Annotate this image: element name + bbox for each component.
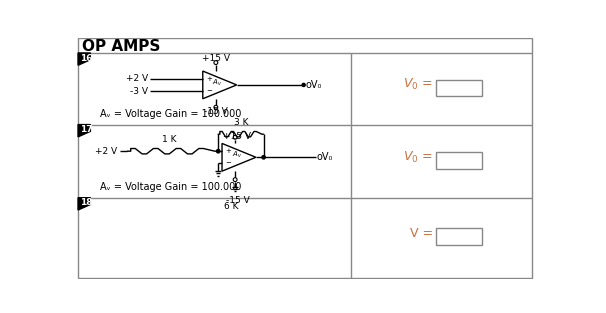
Text: 3 K: 3 K	[234, 118, 248, 127]
Text: 18: 18	[79, 198, 92, 208]
Text: Aᵥ = Voltage Gain = 100.000: Aᵥ = Voltage Gain = 100.000	[101, 182, 242, 192]
Polygon shape	[78, 198, 90, 210]
Text: +: +	[225, 148, 231, 154]
Text: 17: 17	[79, 125, 92, 134]
Bar	[436, 80, 482, 96]
Text: oV₀: oV₀	[317, 152, 333, 162]
Text: +: +	[206, 76, 211, 82]
Polygon shape	[78, 53, 90, 65]
Text: $V_0$ =: $V_0$ =	[404, 77, 433, 92]
Text: $A_v$: $A_v$	[231, 150, 242, 160]
Text: +15 V: +15 V	[224, 132, 251, 141]
Text: OP AMPS: OP AMPS	[82, 39, 160, 54]
Text: +2 V: +2 V	[95, 147, 118, 156]
Text: oV₀: oV₀	[305, 80, 322, 90]
Text: -3 V: -3 V	[130, 86, 148, 95]
Text: $V_0$ =: $V_0$ =	[404, 150, 433, 165]
Polygon shape	[78, 125, 90, 137]
Text: +2 V: +2 V	[126, 74, 148, 83]
Text: −: −	[225, 160, 231, 167]
Text: -15 V: -15 V	[204, 107, 228, 116]
Circle shape	[302, 83, 305, 86]
Text: Aᵥ = Voltage Gain = 100.000: Aᵥ = Voltage Gain = 100.000	[101, 109, 242, 119]
Circle shape	[262, 156, 265, 159]
Text: -15 V: -15 V	[225, 196, 249, 205]
Text: +15 V: +15 V	[202, 54, 230, 63]
Text: $A_v$: $A_v$	[212, 78, 222, 88]
Text: −: −	[206, 88, 211, 94]
Bar	[436, 152, 482, 169]
Circle shape	[216, 150, 220, 153]
Bar	[436, 228, 482, 245]
Text: 16: 16	[79, 54, 92, 63]
Text: V =: V =	[410, 227, 433, 240]
Text: 1 K: 1 K	[162, 135, 176, 144]
Text: 6 K: 6 K	[224, 202, 239, 211]
